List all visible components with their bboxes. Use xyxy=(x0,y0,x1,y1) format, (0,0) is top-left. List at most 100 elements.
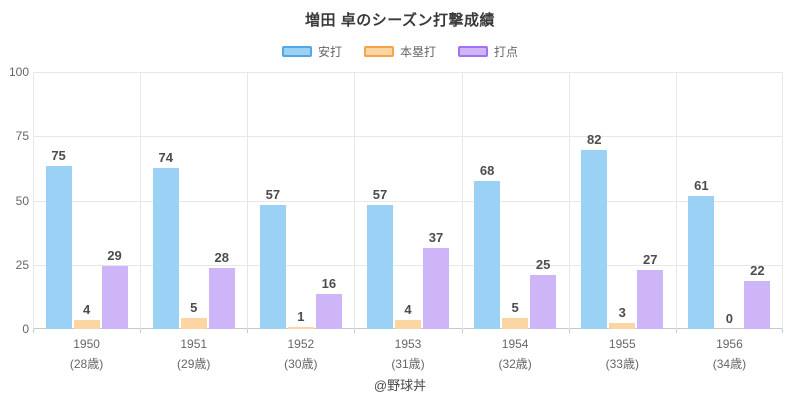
gridline-y-50 xyxy=(33,200,783,202)
bar-value-home-runs-1953: 4 xyxy=(404,302,412,318)
watermark: @野球丼 xyxy=(373,378,427,393)
x-axis-year-1954: 1954 xyxy=(501,337,529,351)
bar-value-rbi-1955: 27 xyxy=(643,252,658,268)
x-axis-year-1953: 1953 xyxy=(394,337,422,351)
bar-rbi-1953: 37 xyxy=(422,230,449,329)
x-axis-tick-0 xyxy=(33,329,34,333)
bar-home-runs-1950: 4 xyxy=(73,302,100,329)
bar-value-hits-1956: 61 xyxy=(694,178,709,194)
bar-hits-1954: 68 xyxy=(474,163,501,329)
legend-item-rbi[interactable]: 打点 xyxy=(458,43,518,60)
category-1955: 82 3 27 xyxy=(569,72,676,329)
category-1950: 75 4 29 xyxy=(33,72,140,329)
bar-value-home-runs-1956: 0 xyxy=(725,311,734,326)
x-axis-age-1952: (30歳) xyxy=(284,357,318,371)
plot-area: 0 25 50 75 100 75 4 29 1950 (28歳) 74 5 28 1951 (29歳) 57… xyxy=(9,65,783,371)
x-axis-age-1951: (29歳) xyxy=(177,357,211,371)
x-axis-tick-7 xyxy=(782,329,783,333)
legend-label-hits: 安打 xyxy=(317,45,342,59)
bar-value-home-runs-1950: 4 xyxy=(82,302,91,318)
legend-label-rbi: 打点 xyxy=(494,45,519,59)
x-axis-tick-5 xyxy=(569,329,570,333)
category-1953: 57 4 37 xyxy=(354,72,461,329)
x-axis-label-1953: 1953 (31歳) xyxy=(354,337,461,371)
bar-home-runs-1953: 4 xyxy=(394,302,421,329)
bar-rbi-1954: 25 xyxy=(530,257,557,329)
y-axis-tick-25: 25 xyxy=(15,257,29,272)
bar-value-home-runs-1952: 1 xyxy=(297,308,305,324)
bar-rbi-1951: 28 xyxy=(208,250,235,329)
bar-home-runs-1951: 5 xyxy=(180,300,207,329)
gridline-y-75 xyxy=(33,136,783,138)
bar-value-hits-1952: 57 xyxy=(265,186,281,202)
x-axis-tick-1 xyxy=(140,329,141,333)
bar-hits-1956: 61 xyxy=(688,178,715,329)
x-axis-tick-2 xyxy=(247,329,248,333)
gridline-x-3 xyxy=(354,72,355,329)
bar-rbi-1956: 22 xyxy=(744,263,771,329)
bar-value-rbi-1956: 22 xyxy=(750,263,765,279)
x-axis-label-1951: 1951 (29歳) xyxy=(140,337,247,371)
bar-value-hits-1950: 75 xyxy=(51,147,66,163)
bar-value-rbi-1951: 28 xyxy=(214,250,229,265)
x-axis-age-1955: (33歳) xyxy=(605,357,639,371)
legend-item-home-runs[interactable]: 本塁打 xyxy=(363,43,436,60)
bar-home-runs-1954: 5 xyxy=(502,300,529,329)
bar-value-hits-1953: 57 xyxy=(372,186,388,202)
x-axis-tick-6 xyxy=(676,329,677,333)
x-axis-tick-4 xyxy=(462,329,463,333)
legend-item-hits[interactable]: 安打 xyxy=(281,43,342,60)
x-axis-label-1956: 1956 (34歳) xyxy=(676,337,783,371)
bar-rbi-1950: 29 xyxy=(101,248,128,329)
x-axis-year-1950: 1950 xyxy=(73,337,100,351)
legend-label-home-runs: 本塁打 xyxy=(399,45,436,59)
bar-hits-1950: 75 xyxy=(45,148,72,329)
bar-value-home-runs-1951: 5 xyxy=(190,300,198,316)
x-axis-label-1955: 1955 (33歳) xyxy=(569,337,676,371)
gridline-y-25 xyxy=(33,264,783,266)
x-axis-label-1954: 1954 (32歳) xyxy=(462,337,569,371)
x-axis-age-1953: (31歳) xyxy=(391,357,425,371)
legend: 安打 本塁打 打点 xyxy=(0,43,800,60)
legend-swatch-hits xyxy=(281,46,312,57)
bar-value-rbi-1953: 37 xyxy=(428,230,444,246)
gridline-x-2 xyxy=(247,72,248,329)
x-axis-year-1956: 1956 xyxy=(716,337,743,351)
bar-hits-1955: 82 xyxy=(581,132,608,329)
x-axis-year-1952: 1952 xyxy=(287,337,315,351)
gridline-x-1 xyxy=(140,72,141,329)
y-axis-tick-50: 50 xyxy=(15,193,29,208)
gridline-x-7 xyxy=(782,72,783,329)
bar-value-home-runs-1955: 3 xyxy=(618,304,626,320)
category-1952: 57 1 16 xyxy=(247,72,354,329)
y-axis-tick-100: 100 xyxy=(8,65,29,79)
y-axis-tick-75: 75 xyxy=(15,129,29,144)
category-1956: 61 0 22 xyxy=(676,72,783,329)
bar-value-rbi-1950: 29 xyxy=(107,247,122,263)
x-axis-label-1950: 1950 (28歳) xyxy=(33,337,140,371)
legend-swatch-rbi xyxy=(458,46,488,57)
bar-value-hits-1951: 74 xyxy=(158,149,173,165)
category-1951: 74 5 28 xyxy=(140,72,247,329)
category-1954: 68 5 25 xyxy=(462,72,569,329)
x-axis-age-1954: (32歳) xyxy=(498,357,532,371)
bar-value-hits-1954: 68 xyxy=(479,162,495,178)
legend-swatch-home-runs xyxy=(363,46,394,57)
bar-hits-1953: 57 xyxy=(366,187,393,329)
x-axis-age-1956: (34歳) xyxy=(712,357,747,371)
bar-value-rbi-1952: 16 xyxy=(321,276,337,292)
bar-home-runs-1952: 1 xyxy=(287,309,314,329)
chart-title: 増田 卓のシーズン打撃成績 xyxy=(305,12,495,29)
bar-hits-1951: 74 xyxy=(152,150,179,329)
x-axis-label-1952: 1952 (30歳) xyxy=(247,337,354,371)
gridline-x-0 xyxy=(33,72,34,329)
x-axis-age-1950: (28歳) xyxy=(69,357,104,371)
bar-value-hits-1955: 82 xyxy=(587,132,602,148)
bar-hits-1952: 57 xyxy=(259,187,286,329)
x-axis-year-1951: 1951 xyxy=(180,337,208,351)
gridline-x-5 xyxy=(569,72,570,329)
x-axis-tick-3 xyxy=(354,329,355,333)
bar-value-home-runs-1954: 5 xyxy=(511,300,519,316)
gridline-x-6 xyxy=(676,72,677,329)
